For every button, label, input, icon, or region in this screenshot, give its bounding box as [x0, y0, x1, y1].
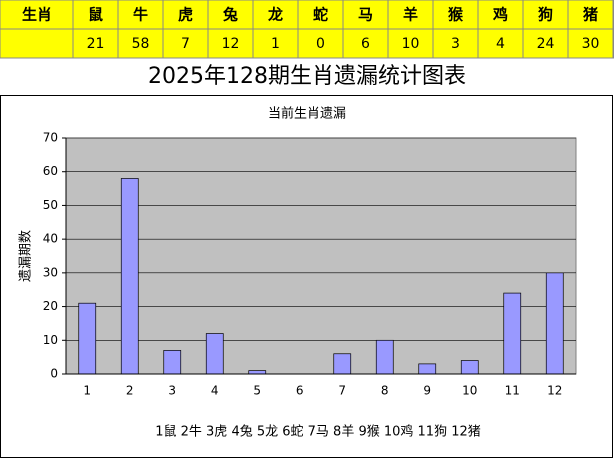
- table-value: 6: [361, 36, 370, 52]
- plot-area: [65, 137, 577, 375]
- x-tick-label: 8: [381, 384, 389, 398]
- x-tick-label: 3: [168, 384, 176, 398]
- x-tick-label: 11: [505, 384, 520, 398]
- bar: [503, 292, 522, 375]
- bar: [78, 302, 97, 375]
- bar: [205, 333, 224, 375]
- table-animal: 马: [358, 6, 373, 24]
- table-animal: 鸡: [492, 6, 508, 24]
- table-animal: 牛: [133, 6, 148, 24]
- x-tick-label: 6: [296, 384, 304, 398]
- x-tick-label: 5: [253, 384, 261, 398]
- page-title: 2025年128期生肖遗漏统计图表: [148, 64, 466, 89]
- table-animal: 蛇: [313, 6, 328, 24]
- bar: [333, 353, 352, 375]
- y-tick-label: 60: [43, 164, 58, 178]
- bar: [545, 272, 564, 375]
- table-animal: 羊: [403, 6, 418, 24]
- y-tick-label: 0: [50, 367, 58, 381]
- table-animal: 虎: [178, 6, 193, 24]
- table-animal: 龙: [267, 6, 283, 24]
- table-header: 生肖: [22, 6, 52, 24]
- y-tick-label: 40: [43, 232, 58, 246]
- table-value: 21: [87, 36, 105, 52]
- y-tick-label: 10: [43, 333, 58, 347]
- table-animal: 兔: [222, 6, 238, 24]
- table-animal: 狗: [538, 6, 553, 24]
- chart-title: 当前生肖遗漏: [268, 106, 346, 122]
- x-tick-label: 7: [338, 384, 346, 398]
- table-animal: 鼠: [88, 6, 103, 24]
- x-tick-label: 1: [83, 384, 91, 398]
- table-value: 4: [496, 36, 505, 52]
- table-value: 24: [537, 36, 555, 52]
- bar: [460, 360, 479, 375]
- bar: [163, 350, 182, 375]
- table-value: 30: [582, 36, 600, 52]
- y-axis-label: 遗漏期数: [18, 230, 34, 282]
- x-tick-label: 10: [462, 384, 477, 398]
- table-value: 12: [222, 36, 240, 52]
- bar: [418, 363, 437, 375]
- y-tick-label: 20: [43, 299, 58, 313]
- x-tick-label: 12: [547, 384, 562, 398]
- table-value: 0: [316, 36, 325, 52]
- table-value: 10: [402, 36, 420, 52]
- y-tick-label: 30: [43, 265, 58, 279]
- bar: [375, 339, 394, 375]
- table-value: 7: [181, 36, 190, 52]
- table-animal: 猴: [448, 6, 464, 24]
- x-tick-label: 4: [211, 384, 219, 398]
- table-animal: 猪: [582, 6, 598, 24]
- bar: [120, 178, 139, 375]
- x-tick-label: 9: [423, 384, 431, 398]
- x-tick-label: 2: [126, 384, 134, 398]
- table-value: 58: [132, 36, 150, 52]
- bar: [248, 370, 267, 375]
- table-value: 3: [451, 36, 460, 52]
- caption: 1鼠 2牛 3虎 4兔 5龙 6蛇 7马 8羊 9猴 10鸡 11狗 12猪: [155, 424, 481, 440]
- y-tick-label: 50: [43, 198, 58, 212]
- y-tick-label: 70: [43, 131, 58, 145]
- table-value: 1: [271, 36, 280, 52]
